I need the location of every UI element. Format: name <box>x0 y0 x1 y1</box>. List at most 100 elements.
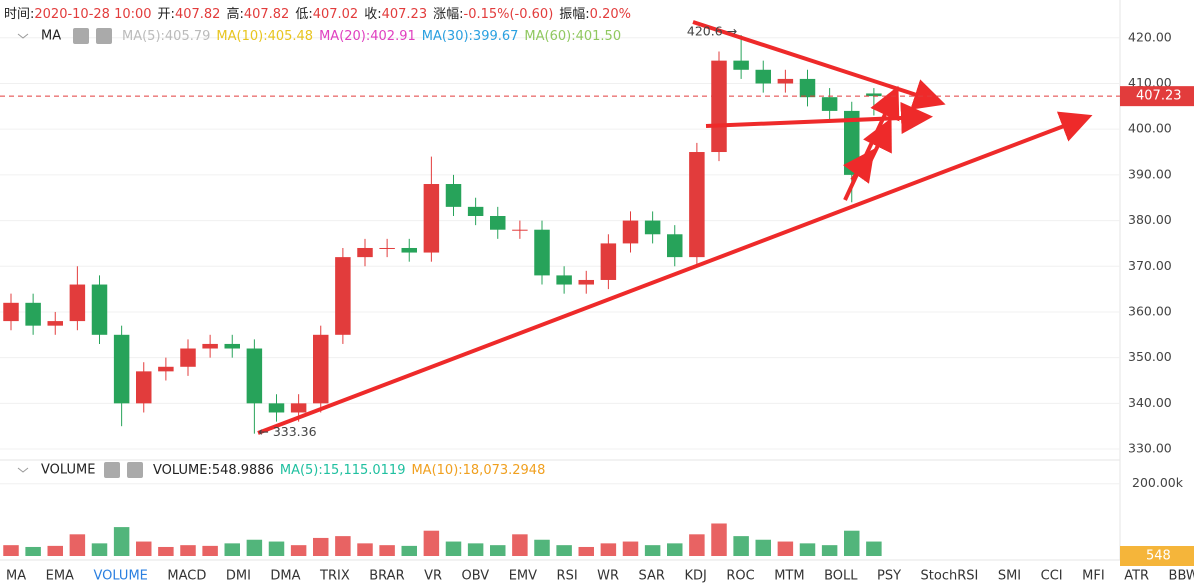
candle-body <box>711 60 727 153</box>
volume-bar <box>158 546 174 556</box>
legend-item: MA(5):15,115.0119 <box>280 463 406 478</box>
info-value: 407.82 <box>175 7 221 22</box>
volume-bar <box>202 545 218 556</box>
volume-bar <box>711 523 727 556</box>
indicator-tab[interactable]: MTM <box>774 569 804 584</box>
volume-bar <box>335 536 351 556</box>
indicator-tab[interactable]: BRAR <box>369 569 404 584</box>
y-tick-label: 400.00 <box>1128 121 1172 136</box>
indicator-tab[interactable]: KDJ <box>684 569 706 584</box>
close-button[interactable] <box>127 462 143 478</box>
volume-bar <box>467 543 484 556</box>
candle-body <box>512 229 528 231</box>
candle-body <box>445 184 462 207</box>
volume-bar <box>866 541 882 556</box>
close-button[interactable] <box>96 28 112 44</box>
indicator-tab[interactable]: MFI <box>1082 569 1105 584</box>
volume-bar <box>490 545 506 556</box>
legend-title: VOLUME <box>41 463 95 478</box>
settings-button[interactable] <box>104 462 120 478</box>
candle-body <box>622 220 639 244</box>
volume-bar <box>69 534 86 556</box>
volume-bar <box>777 541 794 556</box>
indicator-tab[interactable]: MA <box>6 569 26 584</box>
indicator-tab[interactable]: OBV <box>462 569 490 584</box>
candle-body <box>689 152 705 258</box>
legend-caret <box>17 33 29 39</box>
current-volume-box <box>1120 546 1194 566</box>
info-label: 低: <box>295 7 312 22</box>
volume-bar <box>622 541 639 556</box>
info-label: 高: <box>226 6 243 22</box>
info-label: 开: <box>158 7 175 22</box>
indicator-tab[interactable]: PSY <box>877 569 901 584</box>
volume-bar <box>844 530 860 556</box>
volume-bar <box>246 539 263 556</box>
indicator-tab[interactable]: ATR <box>1124 569 1149 584</box>
candle-body <box>158 366 174 372</box>
candle-body <box>423 184 440 253</box>
candle-body <box>379 247 395 249</box>
legend-items: VOLUME:548.9886 MA(5):15,115.0119 MA(10):1… <box>153 463 545 478</box>
info-line: 时间:2020-10-28 10:00 开:407.82 高:407.82 低:407… <box>4 6 631 22</box>
indicator-tab[interactable]: DMI <box>226 569 251 584</box>
y-tick-label: 330.00 <box>1128 441 1172 456</box>
candle-body <box>202 343 218 349</box>
candle-body <box>600 243 617 280</box>
candle-body <box>268 403 285 413</box>
indicator-tab[interactable]: BBW <box>1169 569 1194 584</box>
candle-body <box>667 234 683 258</box>
indicator-tab[interactable]: StochRSI <box>921 569 979 584</box>
volume-bar <box>379 545 395 556</box>
volume-bar <box>268 541 285 556</box>
candle-body <box>467 206 484 216</box>
high-annotation: 420.6 → <box>687 24 737 39</box>
indicator-tab[interactable]: VOLUME <box>93 569 147 584</box>
trend-arrows <box>257 20 1093 435</box>
candle-body <box>69 284 86 322</box>
indicator-tab[interactable]: EMV <box>509 569 537 584</box>
indicator-tab[interactable]: EMA <box>46 569 74 584</box>
indicator-tab[interactable]: CCI <box>1041 569 1063 584</box>
candle-body <box>47 321 63 326</box>
info-value: -0.15%(-0.60) <box>464 7 554 22</box>
legend-items: MA(5):405.79 MA(10):405.48 MA(20):402.91 MA… <box>122 29 621 44</box>
indicator-tab[interactable]: WR <box>597 569 619 584</box>
indicator-tab[interactable]: ROC <box>726 569 754 584</box>
legend-item: MA(20):402.91 <box>319 29 416 44</box>
volume-bar <box>91 543 108 556</box>
volume-bar <box>512 534 528 556</box>
legend-item: VOLUME:548.9886 <box>153 463 274 478</box>
volume-bar <box>47 545 63 556</box>
legend-item: MA(60):401.50 <box>524 29 621 44</box>
candle-body <box>578 279 594 285</box>
indicator-tab[interactable]: SAR <box>639 569 665 584</box>
info-label: 涨幅: <box>433 7 463 22</box>
volume-bar <box>445 541 462 556</box>
info-value: 2020-10-28 10:00 <box>34 7 151 22</box>
low-annotation: ← 333.36 <box>258 424 316 439</box>
candle-body <box>224 343 240 349</box>
volume-bar <box>667 543 683 556</box>
volume-bar <box>180 545 196 556</box>
candle-body <box>313 334 329 404</box>
legend-item: MA(30):399.67 <box>422 29 519 44</box>
volume-bar <box>224 543 240 556</box>
legend-item: MA(10):405.48 <box>216 29 313 44</box>
indicator-tab[interactable]: TRIX <box>319 569 350 584</box>
y-tick-label: 200.00k <box>1132 475 1184 490</box>
y-tick-label: 390.00 <box>1128 166 1172 181</box>
current-volume-label: 548 <box>1146 549 1171 564</box>
indicator-tab[interactable]: VR <box>424 569 442 584</box>
candle-body <box>136 371 152 404</box>
candle-body <box>180 348 196 367</box>
settings-button[interactable] <box>73 28 89 44</box>
indicator-tab[interactable]: DMA <box>270 569 300 584</box>
candle-body <box>556 275 572 285</box>
indicator-tab[interactable]: SMI <box>998 569 1021 584</box>
indicator-tab[interactable]: BOLL <box>824 569 858 584</box>
indicator-tab[interactable]: MACD <box>167 569 206 584</box>
indicator-tab[interactable]: RSI <box>557 569 578 584</box>
info-label: 振幅: <box>559 7 589 22</box>
current-price-label: 407.23 <box>1136 89 1182 104</box>
